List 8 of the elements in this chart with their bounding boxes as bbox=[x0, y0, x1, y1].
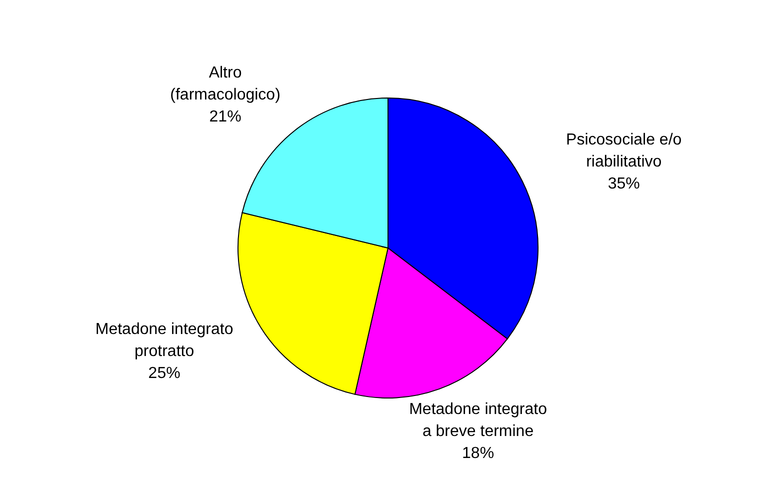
data-label: 25% bbox=[148, 364, 180, 382]
slice-label: Altro (farmacologico) bbox=[170, 64, 280, 104]
data-label: 35% bbox=[608, 175, 640, 192]
slice-label: Metadone integrato a breve termine bbox=[409, 401, 548, 440]
slice-label: Psicosociale e/o riabilitativo bbox=[566, 131, 682, 170]
data-label: 18% bbox=[462, 445, 494, 462]
slice-label: Metadone integrato protratto bbox=[95, 320, 234, 360]
data-label: 21% bbox=[209, 108, 242, 126]
